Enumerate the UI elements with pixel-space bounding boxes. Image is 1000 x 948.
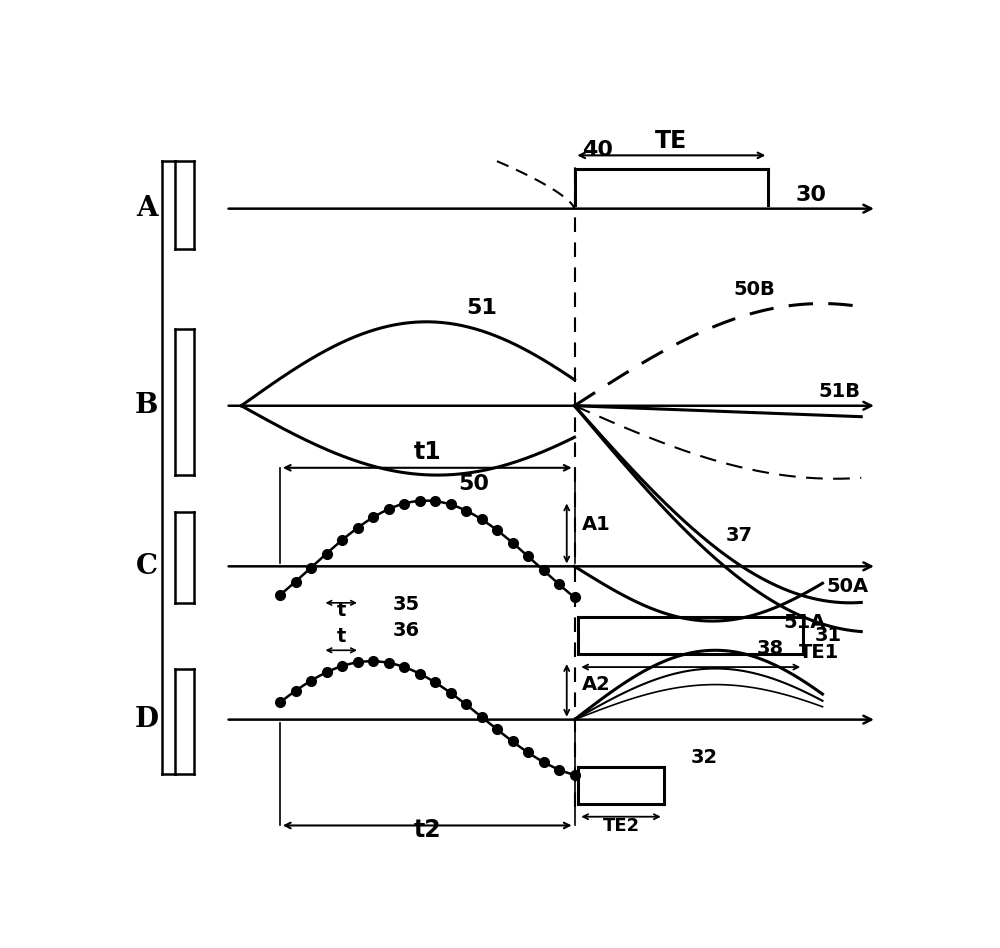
Text: 51A: 51A xyxy=(784,613,826,632)
Text: TE: TE xyxy=(655,129,688,153)
Text: B: B xyxy=(135,392,158,419)
Text: A1: A1 xyxy=(582,515,611,534)
Text: 32: 32 xyxy=(691,748,718,768)
Text: 50B: 50B xyxy=(733,280,775,299)
Text: TE2: TE2 xyxy=(602,817,640,835)
Text: A2: A2 xyxy=(582,675,611,695)
Text: 50A: 50A xyxy=(826,577,868,596)
Text: 37: 37 xyxy=(726,526,753,545)
Text: 38: 38 xyxy=(757,639,784,658)
Text: 51: 51 xyxy=(466,299,497,319)
Text: 51B: 51B xyxy=(819,382,861,401)
Text: 40: 40 xyxy=(582,140,613,160)
Text: t: t xyxy=(337,627,346,646)
Text: TE1: TE1 xyxy=(799,643,840,662)
Text: t1: t1 xyxy=(413,440,441,464)
Text: 31: 31 xyxy=(815,627,842,646)
Text: t2: t2 xyxy=(413,818,441,842)
Text: 30: 30 xyxy=(795,186,826,206)
Text: 36: 36 xyxy=(392,621,420,640)
Text: 35: 35 xyxy=(392,595,420,614)
Text: D: D xyxy=(135,706,159,733)
Text: C: C xyxy=(136,553,158,580)
Text: 50: 50 xyxy=(458,474,489,494)
Text: A: A xyxy=(136,195,158,222)
Text: t: t xyxy=(337,601,346,620)
